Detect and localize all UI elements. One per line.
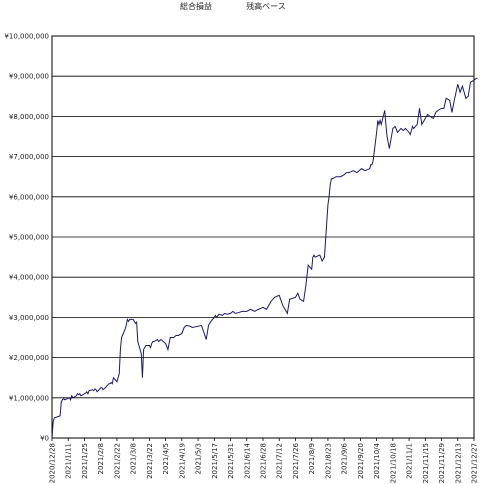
x-tick-label-8: 2021/4/19	[178, 443, 186, 479]
y-tick-label-6: ¥6,000,000	[9, 193, 49, 201]
y-tick-label-5: ¥5,000,000	[9, 234, 49, 242]
x-tick-label-0: 2020/12/28	[49, 443, 57, 483]
x-tick-label-3: 2021/2/8	[97, 443, 105, 474]
x-tick-label-23: 2021/11/15	[422, 443, 430, 483]
x-tick-label-13: 2021/6/28	[260, 443, 268, 479]
y-tick-label-7: ¥7,000,000	[9, 153, 49, 161]
y-tick-label-8: ¥8,000,000	[9, 113, 49, 121]
x-tick-label-19: 2021/9/20	[357, 443, 365, 479]
horizontal-gridlines	[52, 75, 474, 399]
x-tick-label-10: 2021/5/17	[211, 443, 219, 479]
x-tick-label-25: 2021/12/13	[454, 443, 462, 483]
y-tick-label-10: ¥10,000,000	[4, 33, 49, 41]
chart-title-left: 総合損益	[180, 1, 212, 11]
x-tick-label-17: 2021/8/23	[324, 443, 332, 479]
series-line-balance	[51, 77, 478, 439]
x-tick-label-11: 2021/5/31	[227, 443, 235, 479]
x-tick-label-2: 2021/1/25	[81, 443, 89, 479]
x-tick-label-21: 2021/10/18	[389, 443, 397, 483]
x-tick-label-14: 2021/7/12	[276, 443, 284, 479]
x-tick-label-9: 2021/5/3	[195, 443, 203, 474]
y-tick-label-1: ¥1,000,000	[9, 394, 49, 402]
x-tick-label-6: 2021/3/22	[146, 443, 154, 479]
y-tick-label-9: ¥9,000,000	[9, 73, 49, 81]
x-tick-label-18: 2021/9/6	[341, 442, 349, 474]
chart-title-right: 残高ベース	[246, 1, 286, 11]
x-axis-tick-labels: 2020/12/28 2021/1/11 2021/1/25 2021/2/8 2021…	[49, 442, 479, 483]
x-tick-label-15: 2021/7/26	[292, 442, 300, 478]
y-axis-tick-labels: ¥0 ¥1,000,000 ¥2,000,000 ¥3,000,000 ¥4,000,0…	[4, 33, 49, 443]
x-tick-label-1: 2021/1/11	[65, 443, 73, 479]
x-tick-label-4: 2021/2/22	[113, 443, 121, 479]
x-tick-label-26: 2021/12/27	[471, 443, 479, 483]
y-tick-label-2: ¥2,000,000	[9, 354, 49, 362]
y-tick-label-4: ¥4,000,000	[9, 274, 49, 282]
x-tick-label-20: 2021/10/4	[373, 442, 381, 478]
x-tick-label-16: 2021/8/9	[308, 443, 316, 474]
x-tick-label-12: 2021/6/14	[243, 442, 251, 478]
x-tick-label-22: 2021/11/1	[406, 443, 414, 479]
x-tick-label-24: 2021/11/29	[438, 443, 446, 483]
y-tick-label-0: ¥0	[40, 435, 49, 443]
y-tick-label-3: ¥3,000,000	[9, 314, 49, 322]
x-axis-ticks	[51, 438, 475, 441]
x-tick-label-5: 2021/3/8	[130, 443, 138, 474]
x-tick-label-7: 2021/4/5	[162, 443, 170, 474]
